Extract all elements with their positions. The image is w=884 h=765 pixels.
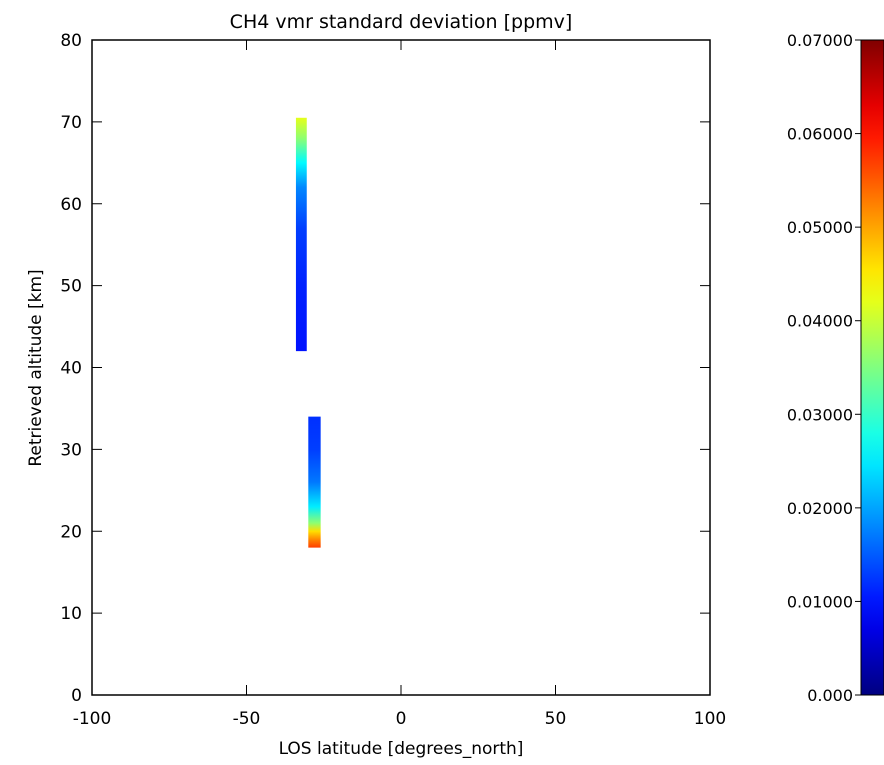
y-tick-label: 20 [60,522,82,542]
y-tick-label: 50 [60,277,82,297]
x-tick-label: -50 [233,709,261,729]
colorbar-ticks: 0.000 0.01000 0.02000 0.03000 0.04000 0.05000… [787,31,861,705]
chart-title: CH4 vmr standard deviation [ppmv] [230,11,573,33]
colorbar [860,39,884,696]
x-axis: -100 -50 0 50 100 [73,40,726,729]
y-tick-label: 0 [71,686,82,706]
x-axis-label: LOS latitude [degrees_north] [279,739,524,759]
y-tick-label: 60 [60,195,82,215]
x-tick-label: 100 [694,709,726,729]
colorbar-tick-label: 0.000 [807,686,853,705]
x-tick-label: 0 [396,709,407,729]
y-tick-label: 30 [60,440,82,460]
y-axis: 0 10 20 30 40 50 60 70 80 [60,31,710,706]
colorbar-tick-label: 0.03000 [787,405,853,424]
data-column-2 [308,416,321,548]
y-axis-label: Retrieved altitude [km] [26,269,46,466]
colorbar-tick-label: 0.02000 [787,499,853,518]
plot-area [295,117,321,548]
y-tick-label: 70 [60,113,82,133]
data-column-1 [295,117,307,352]
colorbar-tick-label: 0.05000 [787,218,853,237]
y-tick-label: 80 [60,31,82,51]
colorbar-tick-label: 0.04000 [787,312,853,331]
plot-frame [91,39,711,696]
colorbar-tick-label: 0.01000 [787,592,853,611]
colorbar-tick-label: 0.06000 [787,125,853,144]
y-tick-label: 40 [60,359,82,379]
x-tick-label: -100 [73,709,112,729]
colorbar-scale [860,39,884,696]
colorbar-tick-label: 0.07000 [787,31,853,50]
x-tick-label: 50 [545,709,567,729]
y-tick-label: 10 [60,604,82,624]
